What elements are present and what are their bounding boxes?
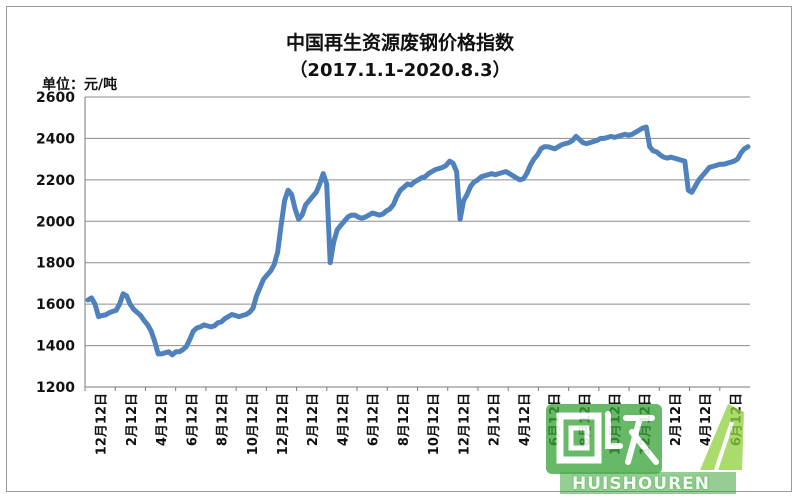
- watermark-brand-text: HUISHOUREN: [572, 474, 711, 494]
- x-axis: 12月12日 2月12日 4月12日 6月12日 8月12日 10月12日 12月12日 2月…: [84, 386, 750, 455]
- series-line: [85, 124, 751, 358]
- x-tick-label: 12月12日: [276, 393, 291, 455]
- x-tick-label: 2月12日: [125, 393, 140, 446]
- x-tick-label: 2月12日: [306, 393, 321, 446]
- x-tick-label: 2月12日: [488, 393, 503, 446]
- y-tick-label: 2400: [36, 131, 75, 147]
- x-tick-label: 10月12日: [608, 393, 623, 455]
- x-tick-label: 8月12日: [216, 393, 231, 446]
- y-tick-label: 1600: [36, 297, 75, 313]
- x-tick-label: 6月12日: [367, 393, 382, 446]
- y-tick-label: 1200: [36, 380, 75, 396]
- y-tick-label: 1800: [36, 256, 75, 272]
- y-tick-label: 2600: [36, 90, 75, 106]
- x-tick-label: 4月12日: [699, 393, 714, 446]
- chart-title: 中国再生资源废钢价格指数: [285, 32, 514, 54]
- x-tick-label: 10月12日: [246, 393, 261, 455]
- unit-label: 单位：元/吨: [42, 77, 118, 93]
- x-tick-label: 6月12日: [548, 393, 563, 446]
- x-tick-label: 4月12日: [155, 393, 170, 446]
- x-tick-label: 8月12日: [397, 393, 412, 446]
- y-tick-label: 2000: [36, 214, 75, 230]
- x-tick-label: 6月12日: [185, 393, 200, 446]
- series-group: [85, 124, 751, 358]
- x-tick-label: 12月12日: [457, 393, 472, 455]
- y-tick-label: 1400: [36, 339, 75, 355]
- x-tick-label: 12月12日: [639, 393, 654, 455]
- x-tick-label: 10月12日: [427, 393, 442, 455]
- x-tick-label: 4月12日: [518, 393, 533, 446]
- x-tick-label: 4月12日: [336, 393, 351, 446]
- x-tick-label: 12月12日: [95, 393, 110, 455]
- y-tick-label: 2200: [36, 173, 75, 189]
- x-tick-label: 2月12日: [669, 393, 684, 446]
- x-tick-label: 8月12日: [578, 393, 593, 446]
- chart-subtitle: （2017.1.1-2020.8.3）: [289, 60, 511, 81]
- y-axis: 1200 1400 1600 1800 2000 2200 2400 2600: [36, 90, 86, 396]
- x-tick-label: 6月12日: [729, 393, 744, 446]
